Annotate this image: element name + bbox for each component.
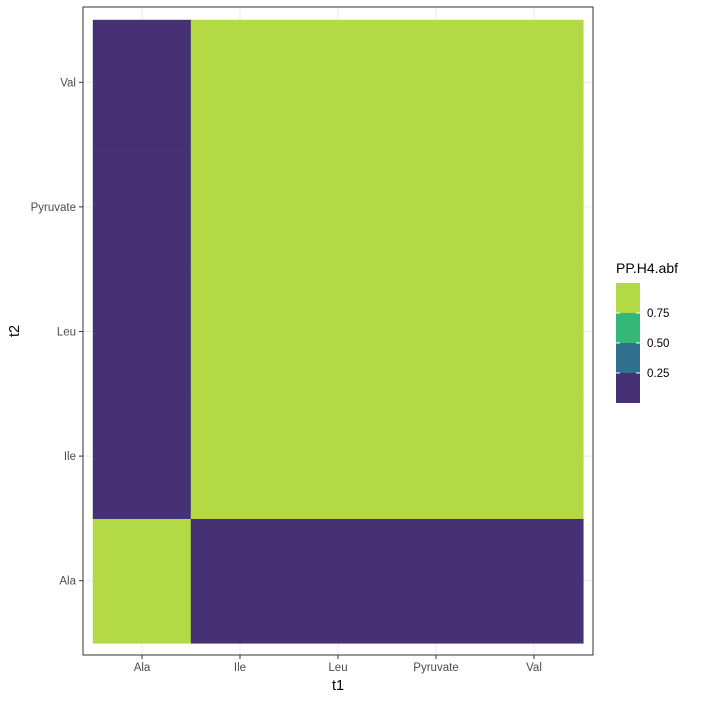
heatmap-cell [190, 269, 290, 395]
heatmap-cell [288, 269, 388, 395]
legend-color-bin [616, 343, 640, 373]
x-tick-label: Ile [234, 662, 246, 674]
heatmap-cell [92, 269, 192, 395]
heatmap-cell [288, 144, 388, 270]
legend-color-bin [616, 313, 640, 343]
y-axis: Ala Ile Leu Pyruvate Val [31, 77, 83, 588]
legend-label: 0.25 [647, 368, 669, 380]
x-tick-label: Ala [134, 662, 151, 674]
heatmap-cell [386, 393, 486, 519]
heatmap-cell [92, 144, 192, 270]
x-axis-title: t1 [332, 678, 344, 694]
y-tick-label: Pyruvate [31, 202, 76, 214]
heatmap-cell [190, 518, 290, 644]
heatmap-cell [386, 269, 486, 395]
heatmap-cell [484, 518, 584, 644]
heatmap-cell [484, 144, 584, 270]
heatmap-cell [92, 19, 192, 146]
heatmap-cells [92, 19, 584, 644]
y-tick-label: Ile [64, 451, 76, 463]
y-tick-label: Val [60, 77, 76, 89]
heatmap-cell [484, 19, 584, 146]
heatmap-cell [288, 393, 388, 519]
y-tick-label: Ala [59, 576, 76, 588]
heatmap-cell [484, 393, 584, 519]
heatmap-cell [288, 19, 388, 146]
heatmap-cell [288, 518, 388, 644]
heatmap-cell [386, 144, 486, 270]
heatmap-cell [484, 269, 584, 395]
legend-title: PP.H4.abf [616, 260, 678, 276]
legend-color-bin [616, 283, 640, 313]
x-tick-label: Leu [328, 662, 347, 674]
x-tick-label: Pyruvate [413, 662, 458, 674]
heatmap-cell [190, 144, 290, 270]
heatmap-cell [92, 393, 192, 519]
heatmap-cell [386, 19, 486, 146]
x-tick-label: Val [526, 662, 542, 674]
legend-label: 0.75 [647, 308, 669, 320]
heatmap-cell [386, 518, 486, 644]
y-tick-label: Leu [57, 327, 76, 339]
legend: PP.H4.abf 0.25 0.50 0.75 [616, 260, 678, 403]
legend-label: 0.50 [647, 338, 669, 350]
heatmap-cell [190, 19, 290, 146]
y-axis-title: t2 [7, 325, 23, 337]
heatmap-cell [190, 393, 290, 519]
x-axis: Ala Ile Leu Pyruvate Val [134, 655, 542, 674]
heatmap-cell [92, 518, 192, 644]
legend-color-bin [616, 373, 640, 403]
